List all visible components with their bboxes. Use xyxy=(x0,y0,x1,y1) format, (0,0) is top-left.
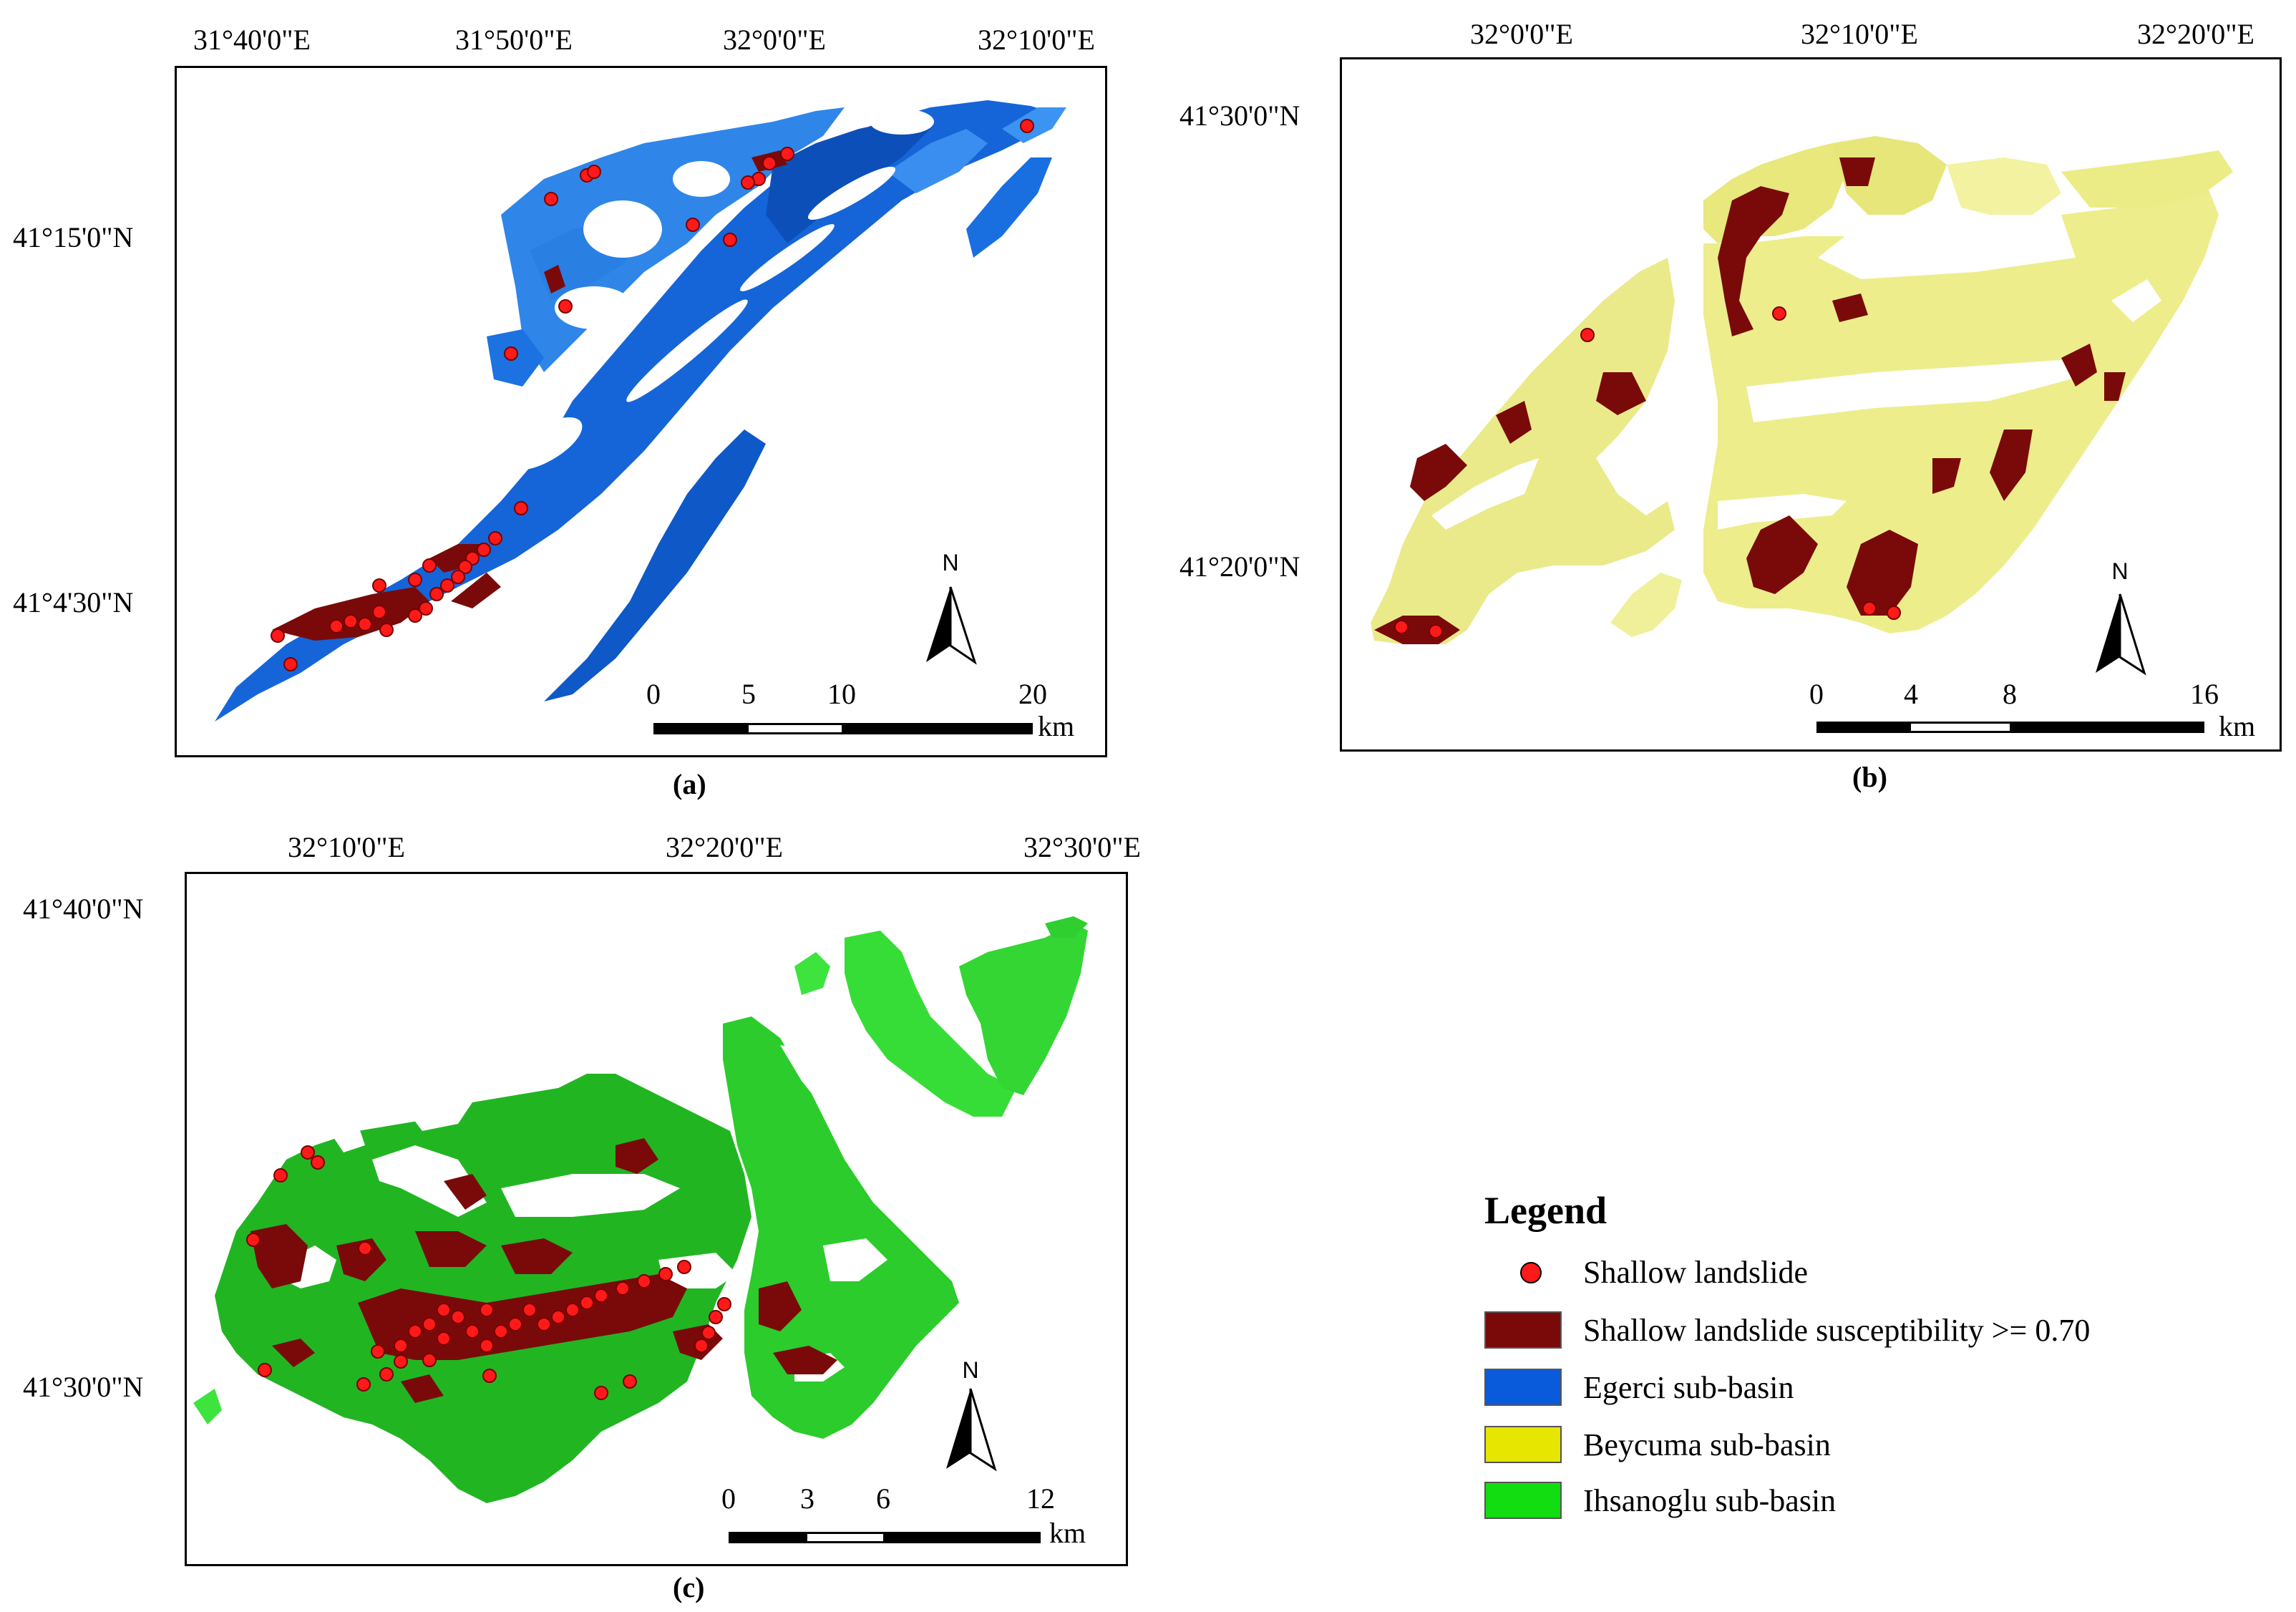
panel-b-landslide-points xyxy=(1394,306,1901,639)
panel-c-north-arrow xyxy=(946,1388,997,1472)
susceptibility-swatch xyxy=(1484,1311,1562,1349)
legend-item-beycuma: Beycuma sub-basin xyxy=(1484,1426,1831,1463)
panel-a-scale-num-2: 10 xyxy=(827,678,856,710)
panel-a-scale-num-3: 20 xyxy=(1018,678,1047,710)
beycuma-basin-polygons xyxy=(1371,136,2233,644)
legend-label: Egerci sub-basin xyxy=(1583,1369,1794,1405)
legend-item-susceptibility: Shallow landslide susceptibility >= 0.70 xyxy=(1484,1311,2090,1349)
panel-c-caption: (c) xyxy=(673,1571,705,1603)
panel-a-scale-unit: km xyxy=(1038,710,1075,742)
panel-b-lat-label-2: 41°20'0"N xyxy=(1179,550,1300,583)
legend-item-landslide: Shallow landslide xyxy=(1484,1254,1808,1291)
panel-c-landslide-points xyxy=(246,1145,731,1400)
panel-a-lon-label-2: 31°50'0"E xyxy=(455,24,573,56)
panel-c-lat-label-2: 41°30'0"N xyxy=(23,1371,144,1403)
panel-b-lon-label-3: 32°20'0"E xyxy=(2137,18,2254,50)
panel-c-scale-num-2: 6 xyxy=(876,1482,890,1515)
panel-a-north-label: N xyxy=(942,550,959,576)
panel-a-lat-label-2: 41°4'30"N xyxy=(13,586,134,618)
legend-title: Legend xyxy=(1484,1189,1607,1232)
panel-a-lon-label-4: 32°10'0"E xyxy=(978,24,1095,56)
panel-c-lon-label-2: 32°20'0"E xyxy=(666,831,783,863)
egerci-basin-gaps xyxy=(505,109,934,470)
ihsanoglu-basin-gaps xyxy=(286,1045,930,1382)
panel-b-lon-label-2: 32°10'0"E xyxy=(1801,18,1918,50)
panel-b-scale-bar xyxy=(1816,722,2204,733)
panel-a-lon-label-1: 31°40'0"E xyxy=(193,24,311,56)
panel-b-north-arrow xyxy=(2096,593,2146,676)
panel-c-north-label: N xyxy=(962,1357,979,1383)
panel-a-landslide-points xyxy=(271,119,1034,671)
panel-c-scale-num-1: 3 xyxy=(800,1482,814,1515)
panel-a-lat-label-1: 41°15'0"N xyxy=(13,221,134,253)
legend-label: Shallow landslide xyxy=(1583,1255,1809,1290)
panel-b-caption: (b) xyxy=(1852,761,1887,793)
panel-b-scale-num-3: 16 xyxy=(2190,678,2219,710)
panel-c-scale-bar xyxy=(729,1532,1041,1543)
panel-c-scale-num-0: 0 xyxy=(721,1482,736,1515)
panel-b-north-label: N xyxy=(2111,558,2129,584)
legend-label: Shallow landslide susceptibility >= 0.70 xyxy=(1583,1312,2091,1348)
panel-c-scale-num-3: 12 xyxy=(1026,1482,1055,1515)
panel-a-scale-bar xyxy=(653,723,1033,734)
panel-a-caption: (a) xyxy=(673,768,706,800)
panel-b-scale-num-1: 4 xyxy=(1904,678,1918,710)
panel-b-lat-label-1: 41°30'0"N xyxy=(1179,99,1300,132)
panel-b-scale-num-0: 0 xyxy=(1809,678,1824,710)
panel-b-scale-num-2: 8 xyxy=(2003,678,2017,710)
panel-c-lat-label-1: 41°40'0"N xyxy=(23,893,144,925)
beycuma-swatch xyxy=(1484,1426,1562,1463)
panel-a-scale-num-0: 0 xyxy=(646,678,661,710)
legend-label: Beycuma sub-basin xyxy=(1583,1427,1831,1462)
panel-b-scale-unit: km xyxy=(2219,710,2256,742)
panel-a-north-arrow xyxy=(926,586,977,665)
panel-a-lon-label-3: 32°0'0"E xyxy=(723,24,826,56)
panel-c-scale-unit: km xyxy=(1049,1517,1086,1549)
landslide-dot-icon xyxy=(1520,1261,1542,1283)
ihsanoglu-swatch xyxy=(1484,1482,1562,1519)
legend-item-ihsanoglu: Ihsanoglu sub-basin xyxy=(1484,1482,1836,1519)
panel-b-lon-label-1: 32°0'0"E xyxy=(1470,18,1573,50)
panel-c-lon-label-3: 32°30'0"E xyxy=(1023,831,1141,863)
legend-item-egerci: Egerci sub-basin xyxy=(1484,1369,1794,1406)
beycuma-susceptibility xyxy=(1374,157,2126,644)
panel-a-scale-num-1: 5 xyxy=(741,678,756,710)
egerci-swatch xyxy=(1484,1369,1562,1406)
panel-c-lon-label-1: 32°10'0"E xyxy=(288,831,405,863)
beycuma-basin-gaps xyxy=(1431,215,2161,530)
legend-label: Ihsanoglu sub-basin xyxy=(1583,1482,1837,1518)
